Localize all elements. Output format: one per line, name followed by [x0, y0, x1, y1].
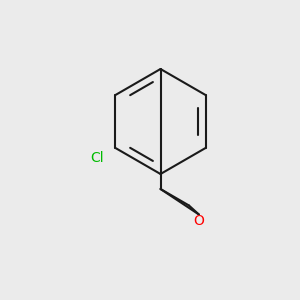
Text: Cl: Cl — [90, 151, 104, 165]
Text: O: O — [194, 214, 204, 228]
